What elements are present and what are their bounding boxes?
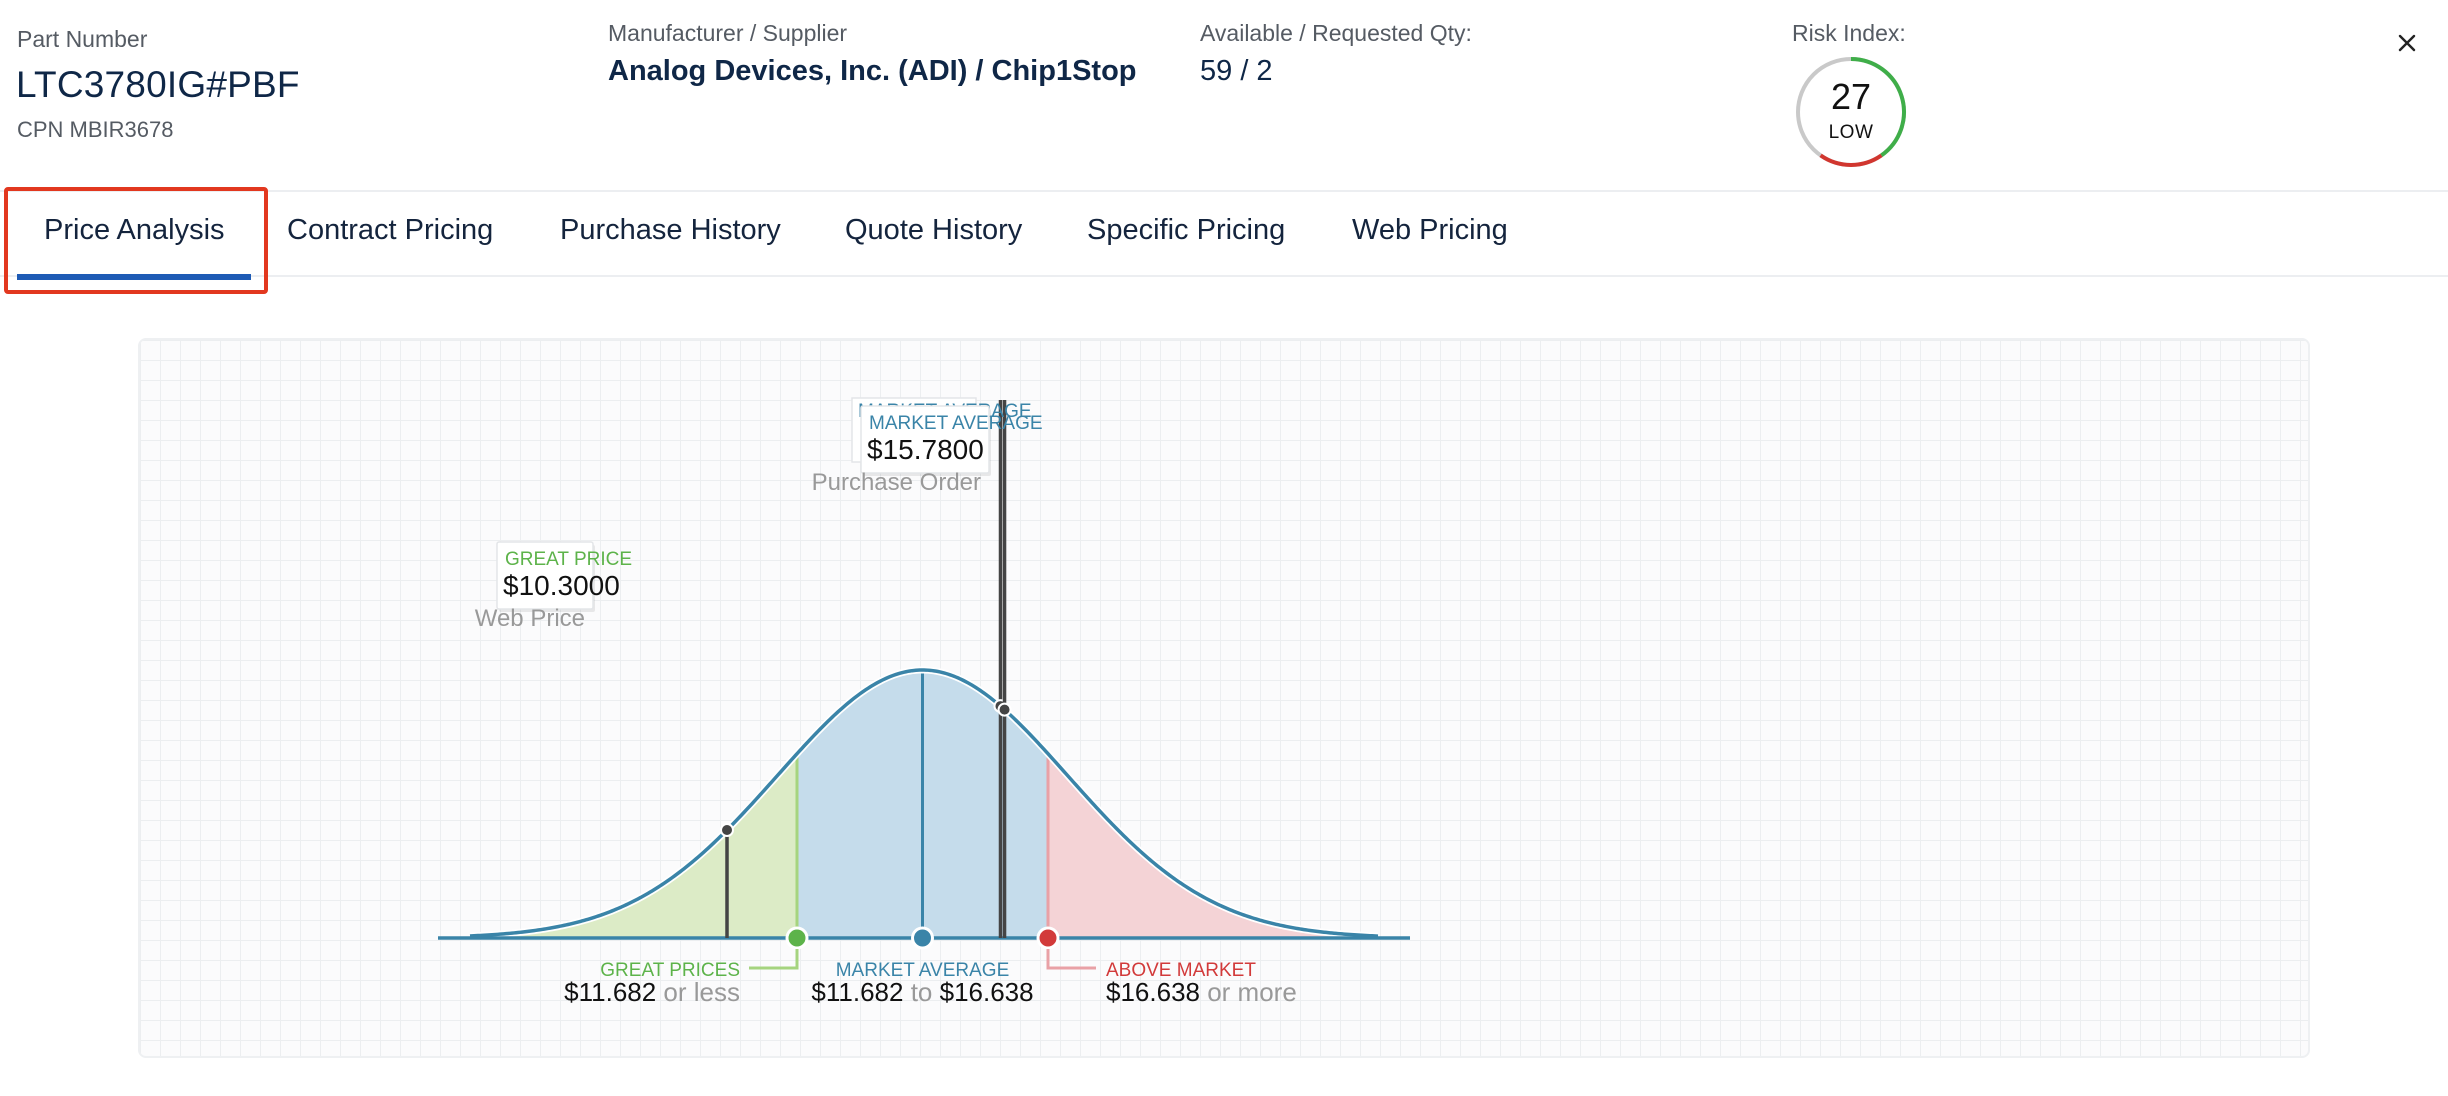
qty-value: 59 / 2 (1200, 55, 1273, 87)
price-analysis-chart-card: GREAT PRICES $11.682 or less MARKET AVERAG… (138, 338, 2310, 1058)
web-price-tooltip-price: $10.3000 (503, 570, 620, 601)
great-prices-label: GREAT PRICES (600, 960, 740, 981)
great-prices-zone-fill (470, 753, 797, 938)
above-market-label: ABOVE MARKET (1106, 960, 1256, 981)
market-average-dot (911, 926, 934, 950)
web-price-tooltip-source: Web Price (475, 605, 585, 632)
web-price-tooltip-category: GREAT PRICE (505, 549, 632, 570)
part-number: LTC3780IG#PBF (16, 64, 300, 105)
manufacturer-value: Analog Devices, Inc. (ADI) / Chip1Stop (608, 55, 1137, 87)
great-prices-connector (749, 949, 799, 970)
active-tab-indicator (17, 274, 251, 280)
great-prices-threshold-dot (785, 926, 809, 950)
above-market-connector (1046, 949, 1096, 970)
web-price-tooltip-box (496, 541, 594, 610)
tab-bar-top-divider (0, 190, 2448, 192)
manufacturer-label: Manufacturer / Supplier (608, 20, 848, 46)
great-prices-range: $11.682 or less (564, 977, 740, 1007)
highlight-box (4, 187, 268, 294)
above-market-range: $16.638 or more (1106, 977, 1297, 1007)
qty-label: Available / Requested Qty: (1200, 20, 1472, 46)
purchase-order-tooltip-source: Purchase Order (812, 469, 981, 496)
purchase-order-tooltip-box (860, 405, 990, 474)
distribution-curve (469, 668, 1379, 938)
tab-specific-pricing[interactable]: Specific Pricing (1087, 214, 1286, 246)
part-number-label: Part Number (17, 26, 148, 52)
tab-contract-pricing[interactable]: Contract Pricing (287, 214, 494, 246)
market-average-range: $11.682 to $16.638 (811, 977, 1033, 1007)
risk-level: LOW (1828, 122, 1874, 143)
close-icon (2398, 34, 2416, 52)
tab-purchase-history[interactable]: Purchase History (560, 214, 781, 246)
above-market-zone-fill (1048, 753, 1378, 938)
risk-score: 27 (1830, 76, 1872, 117)
tab-bar-bottom-divider (0, 275, 2448, 277)
risk-gauge: 27 LOW (1793, 54, 1909, 170)
risk-index-label: Risk Index: (1792, 20, 1906, 46)
purchase-order-tooltip-price: $15.7800 (867, 434, 984, 465)
cpn-number: CPN MBIR3678 (17, 117, 174, 142)
market-average-label: MARKET AVERAGE (836, 960, 1010, 981)
price-marker-dot (997, 702, 1012, 717)
above-market-threshold-dot (1036, 926, 1060, 950)
tab-price-analysis[interactable]: Price Analysis (44, 214, 225, 246)
tab-web-pricing[interactable]: Web Pricing (1352, 214, 1508, 246)
price-marker-dot (720, 822, 735, 837)
purchase-order-tooltip-category: MARKET AVERAGE (869, 413, 1043, 434)
tab-quote-history[interactable]: Quote History (845, 214, 1023, 246)
price-distribution-chart: GREAT PRICES$11.682 or less MARKET AVERAG… (438, 397, 1410, 1007)
close-button[interactable] (2392, 28, 2422, 58)
risk-gauge-ring (1796, 57, 1906, 167)
